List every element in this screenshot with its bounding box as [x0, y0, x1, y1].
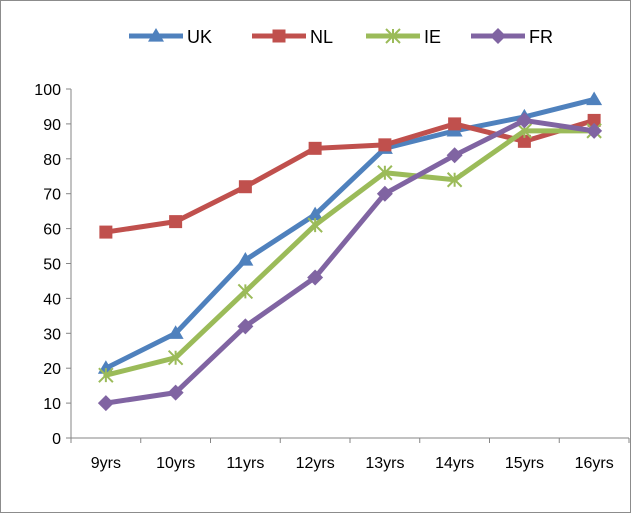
data-point-nl	[169, 215, 183, 229]
series-line-ie	[103, 128, 597, 378]
series-uk	[97, 91, 603, 374]
data-point-fr	[446, 147, 463, 164]
x-tick-label: 15yrs	[505, 455, 544, 472]
x-tick-label: 14yrs	[435, 455, 474, 472]
series-line-uk	[103, 96, 597, 371]
series-group	[97, 91, 603, 412]
x-tick-label: 16yrs	[575, 455, 614, 472]
legend-marker-ie	[385, 28, 401, 44]
data-point-nl	[308, 141, 322, 155]
legend-marker-nl	[272, 29, 286, 43]
y-tick-label: 100	[34, 82, 61, 99]
y-tick-label: 30	[43, 326, 61, 343]
data-point-fr	[586, 122, 603, 139]
x-tick-label: 10yrs	[156, 455, 195, 472]
legend-item-ie: IE	[366, 27, 441, 47]
data-point-nl	[448, 117, 462, 131]
data-point-ie	[377, 165, 393, 181]
data-point-fr	[167, 384, 184, 401]
data-point-uk	[237, 252, 254, 266]
data-point-ie	[446, 172, 463, 188]
data-point-nl	[587, 113, 601, 127]
legend-label: FR	[529, 27, 553, 47]
data-point-uk	[167, 325, 184, 339]
y-tick-label: 60	[43, 222, 61, 239]
y-axis-ticks: 0 10 20 30 40 50 60 70 80 90 100	[34, 82, 71, 448]
legend-item-nl: NL	[252, 27, 333, 47]
x-tick-label: 12yrs	[296, 455, 335, 472]
legend-item-fr: FR	[471, 27, 553, 47]
series-ie	[98, 123, 602, 383]
y-tick-label: 50	[43, 257, 61, 274]
data-point-fr	[516, 112, 533, 129]
data-point-fr	[237, 318, 254, 335]
data-point-fr	[97, 395, 114, 412]
legend-label: IE	[424, 27, 441, 47]
y-tick-label: 10	[43, 396, 61, 413]
x-tick-label: 11yrs	[226, 455, 264, 472]
data-point-nl	[238, 180, 252, 194]
y-tick-label: 40	[43, 291, 61, 308]
data-point-nl	[378, 138, 392, 152]
legend-marker-fr	[490, 28, 506, 44]
legend-marker-uk	[148, 28, 164, 42]
data-point-ie	[237, 283, 254, 300]
legend-item-uk: UK	[129, 27, 212, 47]
data-point-ie	[167, 350, 184, 366]
x-tick-label: 9yrs	[91, 455, 121, 472]
data-point-ie	[98, 367, 114, 383]
data-point-nl	[99, 225, 113, 239]
data-point-uk	[586, 91, 603, 106]
data-point-fr	[376, 185, 393, 202]
y-tick-label: 90	[43, 117, 61, 134]
y-tick-label: 80	[43, 152, 61, 169]
y-tick-label: 0	[52, 431, 61, 448]
data-point-uk	[307, 206, 324, 221]
series-fr	[97, 112, 603, 412]
data-point-nl	[517, 134, 531, 148]
x-axis-ticks: 9yrs 10yrs 11yrs 12yrs 13yrs 14yrs 15yrs 16yrs	[70, 438, 630, 472]
legend-label: NL	[310, 27, 333, 47]
y-tick-label: 20	[43, 361, 61, 378]
data-point-fr	[307, 269, 324, 286]
series-line-fr	[103, 117, 597, 406]
legend-label: UK	[187, 27, 212, 47]
x-tick-label: 13yrs	[365, 455, 404, 472]
data-point-ie	[307, 217, 323, 233]
legend: UK NL IE FR	[129, 27, 553, 47]
axes	[70, 89, 629, 439]
y-tick-label: 70	[43, 187, 61, 204]
